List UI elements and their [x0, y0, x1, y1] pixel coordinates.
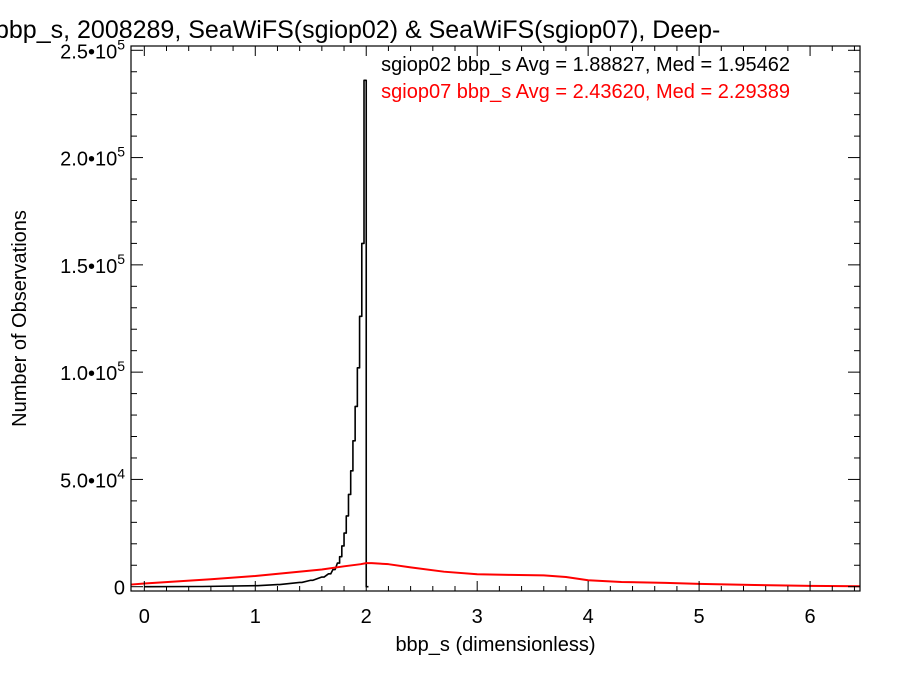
y-tick-label: 2.5•105: [60, 36, 125, 63]
x-tick-label: 6: [805, 606, 816, 628]
series-sgiop02-line: [144, 79, 369, 588]
y-tick-labels: 0 5.0•104 1.0•105 1.5•105 2.0•105 2.5•105: [60, 36, 125, 599]
x-tick-label: 4: [583, 606, 594, 628]
x-tick-label: 0: [139, 606, 150, 628]
x-tick-labels: 0 1 2 3 4 5 6: [139, 606, 816, 628]
y-tick-label: 0: [114, 578, 125, 600]
legend-entry-sgiop02: sgiop02 bbp_s Avg = 1.88827, Med = 1.954…: [381, 54, 790, 76]
y-tick-label: 2.0•105: [60, 144, 125, 171]
y-tick-label: 5.0•104: [60, 465, 125, 492]
x-axis-label: bbp_s (dimensionless): [395, 634, 595, 656]
y-tick-label: 1.0•105: [60, 358, 125, 385]
legend-entry-sgiop07: sgiop07 bbp_s Avg = 2.43620, Med = 2.293…: [381, 81, 790, 103]
y-tick-label: 1.5•105: [60, 251, 125, 278]
chart-title: bbp_s, 2008289, SeaWiFS(sgiop02) & SeaWi…: [0, 16, 720, 44]
x-tick-label: 1: [250, 606, 261, 628]
ticks-layer: [131, 46, 860, 591]
plot-frame: [130, 45, 861, 592]
y-axis-label: Number of Observations: [9, 210, 31, 427]
x-tick-label: 2: [361, 606, 372, 628]
x-tick-label: 5: [694, 606, 705, 628]
series-sgiop07-line: [130, 562, 861, 588]
x-tick-label: 3: [472, 606, 483, 628]
series-layer: [130, 79, 861, 588]
